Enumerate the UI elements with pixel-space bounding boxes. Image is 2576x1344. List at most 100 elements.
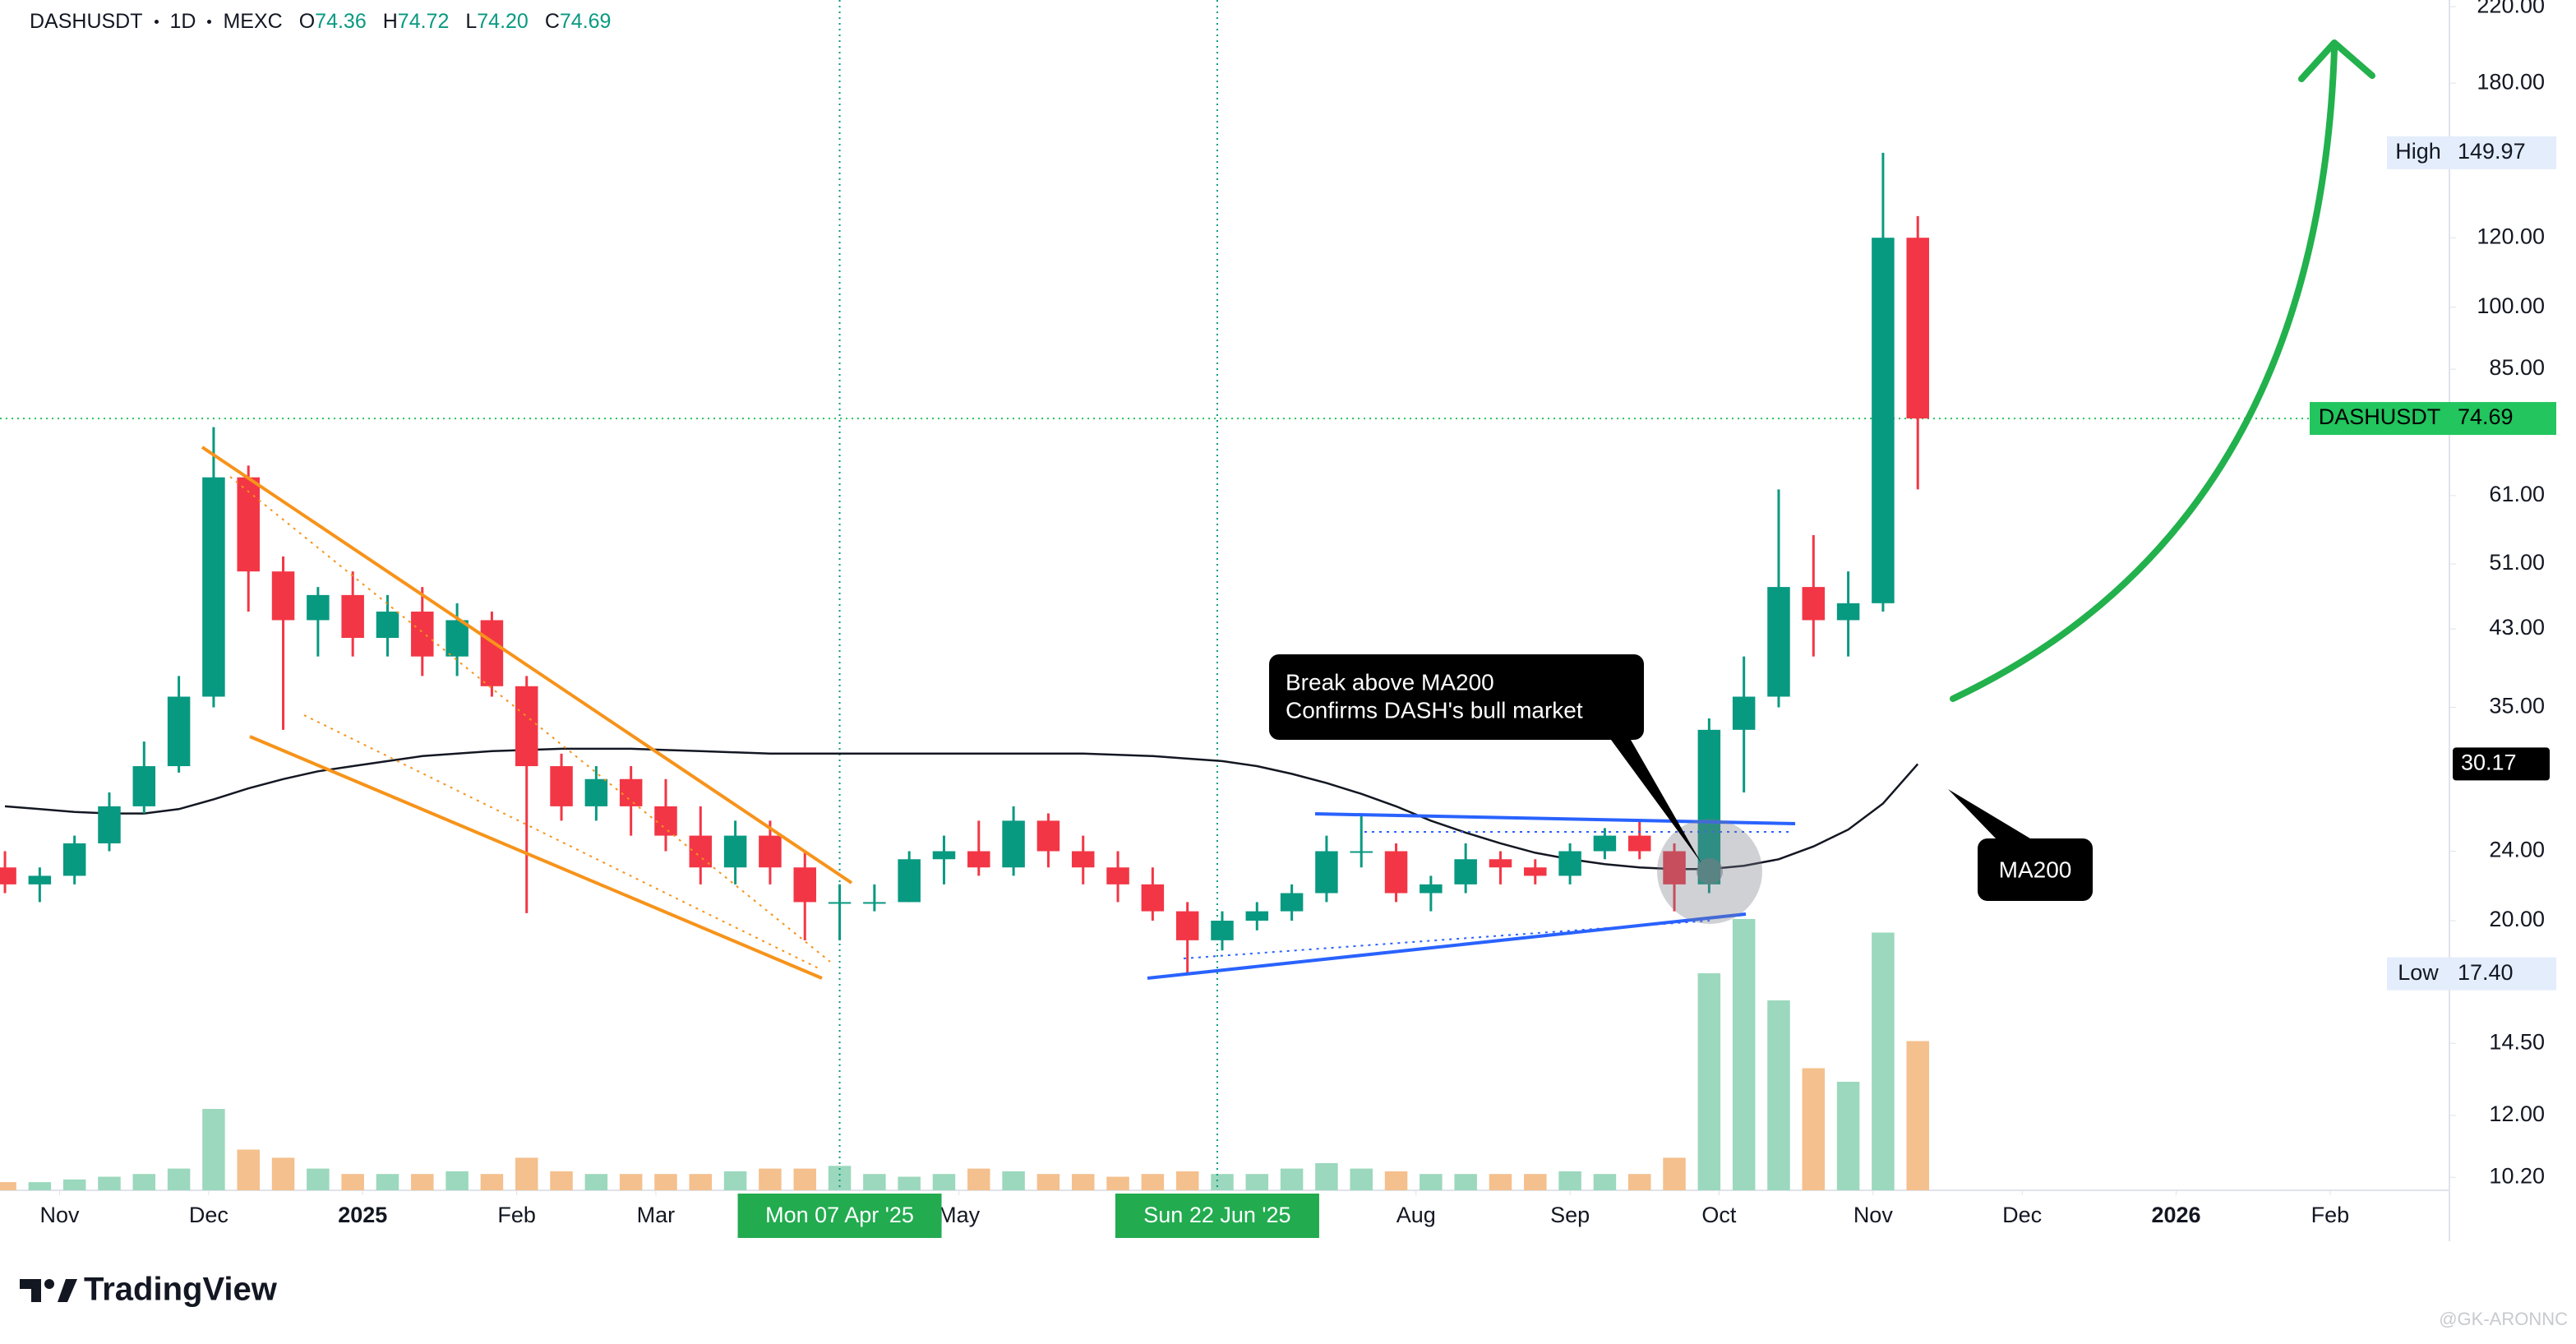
- volume-bar: [445, 1171, 469, 1190]
- arrow-head: [2298, 39, 2375, 82]
- y-tick-label: 51.00: [2489, 550, 2545, 575]
- candle-body: [98, 806, 121, 843]
- ohlc-value: 74.69: [559, 10, 612, 33]
- price-tag-value: 149.97: [2458, 139, 2526, 164]
- candle-body: [1384, 851, 1408, 894]
- volume-bar: [411, 1174, 434, 1190]
- price-tag-name-text: DASHUSDT: [2319, 404, 2441, 429]
- price-tag-name-text: Low: [2398, 960, 2439, 985]
- candle-body: [689, 835, 713, 868]
- brand: TradingView: [84, 1272, 278, 1308]
- x-tick-label: Aug: [1396, 1203, 1436, 1227]
- candle-body: [307, 594, 330, 621]
- candle-body: [619, 778, 643, 806]
- volume-bar: [376, 1174, 399, 1190]
- candle-body: [584, 778, 608, 806]
- candle-body: [1906, 238, 1929, 419]
- candle-body: [341, 594, 364, 639]
- volume-bar: [550, 1171, 573, 1190]
- candle-body: [550, 766, 573, 806]
- price-tag-value: 74.69: [2458, 404, 2514, 429]
- volume-bar: [654, 1174, 677, 1190]
- x-tick-label: 2025: [338, 1203, 387, 1227]
- candle-body: [271, 571, 295, 621]
- candle-body: [1420, 884, 1443, 894]
- candle-body: [480, 620, 504, 686]
- x-tick-label: Sep: [1550, 1203, 1590, 1227]
- volume-bar: [1175, 1171, 1199, 1190]
- volume-bar: [1280, 1168, 1304, 1190]
- candle-body: [1872, 238, 1895, 603]
- volume-bar: [1872, 932, 1895, 1190]
- volume-bar: [1627, 1174, 1651, 1190]
- volume-bar: [1071, 1174, 1095, 1190]
- candle-body: [132, 766, 156, 806]
- x-tick-label: Nov: [40, 1203, 81, 1227]
- candle-body: [1036, 820, 1060, 852]
- volume-bar: [1767, 1000, 1790, 1190]
- symbol: DASHUSDT: [30, 10, 143, 33]
- volume-bar: [132, 1174, 156, 1190]
- volume-bar: [202, 1109, 225, 1190]
- candle-body: [237, 477, 260, 572]
- arrow: [1950, 46, 2338, 702]
- triangle-lower: [1147, 912, 1747, 980]
- y-tick-label: 180.00: [2477, 69, 2545, 94]
- logo: [20, 1279, 77, 1302]
- volume-bar: [1558, 1171, 1581, 1190]
- volume-bar: [793, 1168, 816, 1190]
- volume-bar: [1315, 1163, 1338, 1190]
- volume-bar: [1106, 1176, 1129, 1190]
- x-tick-label: Oct: [1701, 1203, 1737, 1227]
- volume-bar: [759, 1168, 782, 1190]
- ma-tag: [2453, 747, 2550, 781]
- exchange: MEXC: [223, 10, 283, 33]
- volume-bar: [898, 1176, 921, 1190]
- ohlc-item: C 74.69: [545, 10, 612, 34]
- volume-bar: [1697, 973, 1721, 1190]
- volume-bar: [584, 1174, 608, 1190]
- x-tick-label: May: [938, 1203, 981, 1227]
- price-tag: [2449, 136, 2556, 169]
- y-tick-label: 24.00: [2489, 838, 2545, 862]
- ohlc-label: C: [544, 10, 560, 33]
- volume-bar: [1002, 1171, 1025, 1190]
- volume-bar: [1836, 1082, 1860, 1190]
- candle-body: [1524, 867, 1547, 876]
- y-tick-label: 61.00: [2489, 482, 2545, 506]
- candle-body: [1836, 603, 1860, 621]
- crosshair-label: Sun 22 Jun '25: [1143, 1203, 1290, 1227]
- ohlc-value: 74.20: [477, 10, 529, 33]
- ma-callout: MA200: [1999, 857, 2072, 882]
- header: DASHUSDT 1D MEXC O 74.36 H 74.72 L 74.20 C 74.69: [30, 10, 611, 34]
- volume-bar: [1489, 1174, 1512, 1190]
- logo-icon: [58, 1279, 77, 1302]
- candle-body: [1211, 921, 1234, 940]
- candle-body: [654, 806, 677, 836]
- ohlc-value: 74.36: [315, 10, 367, 33]
- candle-body: [1245, 911, 1269, 921]
- volume-bar: [271, 1157, 295, 1190]
- wedge-lower: [249, 735, 823, 980]
- annotation: Break above MA200: [1286, 669, 1494, 695]
- candle-body: [1663, 851, 1686, 884]
- price-tag-name-text: High: [2395, 139, 2441, 164]
- volume-bar: [1420, 1174, 1443, 1190]
- volume-bar: [480, 1174, 504, 1190]
- candle-body: [202, 477, 225, 697]
- x-tick-label: Feb: [2311, 1203, 2350, 1227]
- volume-bar: [689, 1174, 713, 1190]
- volume-bar: [1350, 1168, 1373, 1190]
- candle-body: [1002, 820, 1025, 868]
- candle-body: [62, 843, 86, 876]
- volume-bar: [1454, 1174, 1477, 1190]
- candle-body: [1315, 851, 1338, 894]
- candle-body: [28, 875, 52, 884]
- candle-body: [515, 686, 538, 767]
- volume-bar: [1593, 1174, 1617, 1190]
- candle-body: [863, 902, 886, 904]
- volume-bar: [1663, 1157, 1686, 1190]
- candle-body: [898, 859, 921, 903]
- price-tag-name: [2310, 402, 2449, 436]
- volume-bar: [1211, 1174, 1234, 1190]
